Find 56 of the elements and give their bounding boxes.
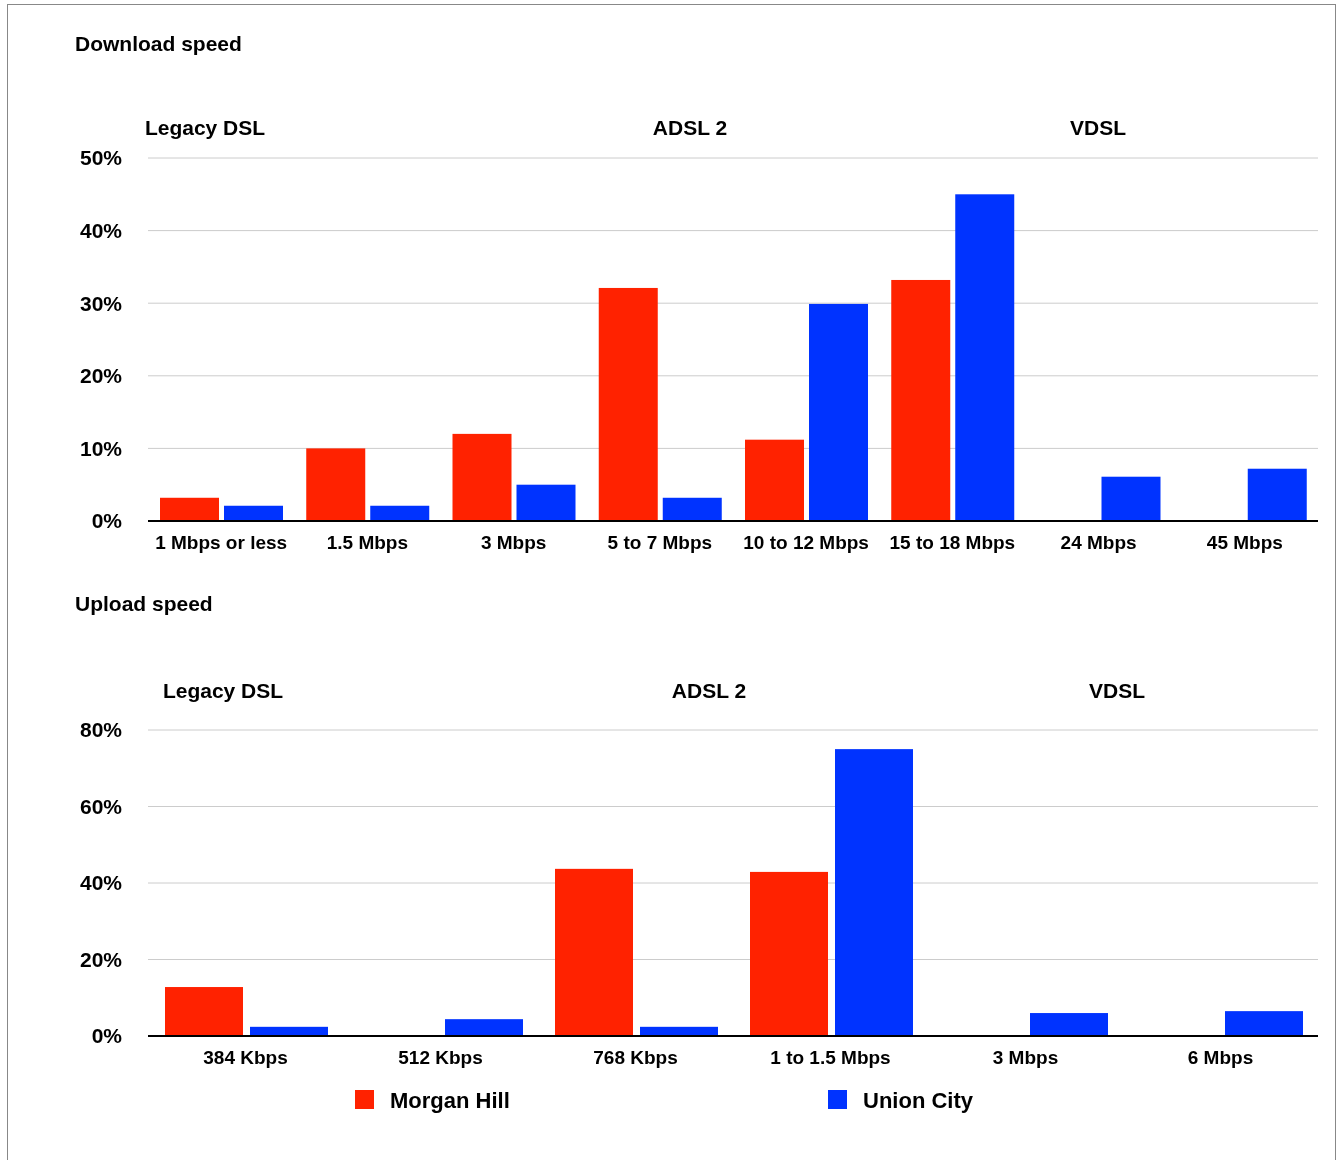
bar: [891, 279, 951, 521]
text: Legacy DSL: [162, 679, 284, 702]
bar: [224, 505, 283, 521]
y-tick-label: 0%: [91, 509, 123, 533]
x-tick-label: 15 to 18 Mbps: [889, 532, 1016, 553]
bar: [1225, 1011, 1303, 1036]
bar: [745, 439, 804, 521]
bar: [370, 505, 430, 521]
x-tick-label: 384 Kbps: [203, 1047, 288, 1068]
x-tick-label: 1 to 1.5 Mbps: [770, 1047, 891, 1068]
bar: [1101, 476, 1161, 521]
bar: [445, 1019, 523, 1036]
y-tick-label: 0%: [91, 1024, 123, 1048]
text: ADSL 2: [671, 679, 747, 702]
x-tick-label: 768 Kbps: [593, 1047, 678, 1068]
bar: [1247, 468, 1307, 521]
x-tick-label: 512 Kbps: [398, 1047, 483, 1068]
bar: [165, 987, 243, 1036]
legend-label: Morgan Hill: [390, 1087, 510, 1113]
bar: [955, 194, 1015, 521]
bar: [516, 484, 576, 521]
y-tick-label: 20%: [79, 364, 123, 388]
text: VDSL: [1069, 116, 1127, 139]
y-tick-label: 80%: [79, 718, 123, 742]
x-tick-label: 1.5 Mbps: [326, 532, 409, 553]
chart-title: Download speed: [75, 32, 242, 55]
bar: [452, 433, 512, 521]
bar: [750, 871, 828, 1036]
x-tick-label: 45 Mbps: [1206, 532, 1283, 553]
y-tick-label: 40%: [79, 218, 123, 242]
text: VDSL: [1088, 679, 1146, 702]
bar: [835, 749, 913, 1036]
x-tick-label: 6 Mbps: [1187, 1047, 1254, 1068]
y-tick-label: 50%: [79, 146, 123, 170]
y-tick-label: 30%: [79, 291, 123, 315]
x-tick-label: 5 to 7 Mbps: [607, 532, 713, 553]
bar: [306, 448, 366, 521]
x-tick-label: 1 Mbps or less: [155, 532, 288, 553]
y-tick-label: 40%: [79, 871, 123, 895]
x-tick-label: 24 Mbps: [1060, 532, 1137, 553]
y-tick-label: 10%: [79, 436, 123, 460]
bar: [662, 497, 722, 521]
x-tick-label: 3 Mbps: [480, 532, 547, 553]
y-tick-label: 20%: [79, 947, 123, 971]
y-tick-label: 60%: [79, 794, 123, 818]
legend-label: Union City: [863, 1087, 974, 1113]
chart-title: Upload speed: [75, 592, 213, 615]
bar: [809, 303, 868, 521]
text: Legacy DSL: [144, 116, 266, 139]
bar: [555, 868, 633, 1036]
bar: [160, 497, 219, 521]
x-tick-label: 3 Mbps: [992, 1047, 1059, 1068]
bar: [1030, 1013, 1108, 1036]
text: ADSL 2: [652, 116, 728, 139]
bar: [598, 287, 658, 521]
x-tick-label: 10 to 12 Mbps: [743, 532, 869, 553]
